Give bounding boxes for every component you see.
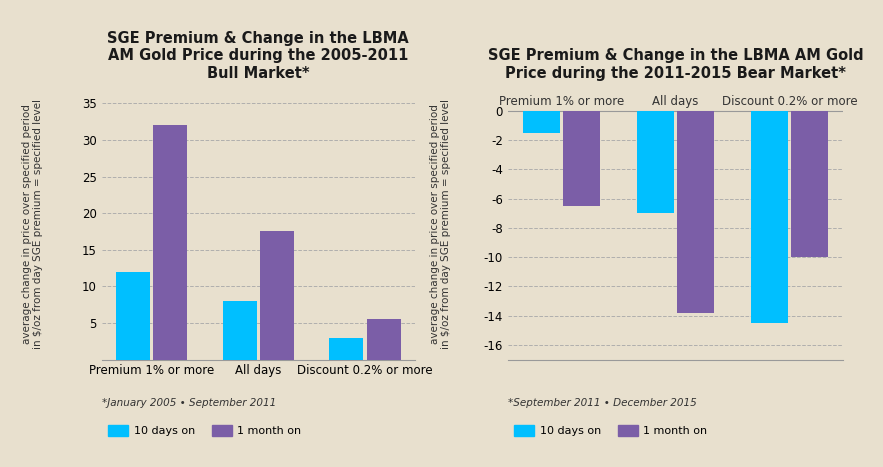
Text: average change in price over specified period
in $/oz from day SGE premium = spe: average change in price over specified p…	[22, 99, 43, 349]
Legend: 10 days on, 1 month on: 10 days on, 1 month on	[509, 420, 712, 441]
Text: Premium 1% or more: Premium 1% or more	[499, 95, 624, 108]
Bar	[260, 232, 294, 360]
Legend: 10 days on, 1 month on: 10 days on, 1 month on	[104, 420, 306, 441]
Bar	[153, 125, 187, 360]
Bar	[116, 272, 150, 360]
Title: SGE Premium & Change in the LBMA
AM Gold Price during the 2005-2011
Bull Market*: SGE Premium & Change in the LBMA AM Gold…	[108, 31, 409, 81]
Text: average change in price over specified period
in $/oz from day SGE premium = spe: average change in price over specified p…	[430, 99, 451, 349]
Bar	[563, 111, 600, 206]
Bar	[677, 111, 713, 313]
Text: *January 2005 • September 2011: *January 2005 • September 2011	[102, 398, 275, 408]
Bar	[523, 111, 560, 133]
Bar	[366, 319, 401, 360]
Title: SGE Premium & Change in the LBMA AM Gold
Price during the 2011-2015 Bear Market*: SGE Premium & Change in the LBMA AM Gold…	[487, 48, 864, 81]
Bar	[223, 301, 257, 360]
Bar	[329, 338, 364, 360]
Bar	[751, 111, 788, 323]
Text: *September 2011 • December 2015: *September 2011 • December 2015	[508, 398, 697, 408]
Bar	[791, 111, 828, 257]
Bar	[638, 111, 674, 213]
Text: Discount 0.2% or more: Discount 0.2% or more	[722, 95, 857, 108]
Text: All days: All days	[653, 95, 698, 108]
